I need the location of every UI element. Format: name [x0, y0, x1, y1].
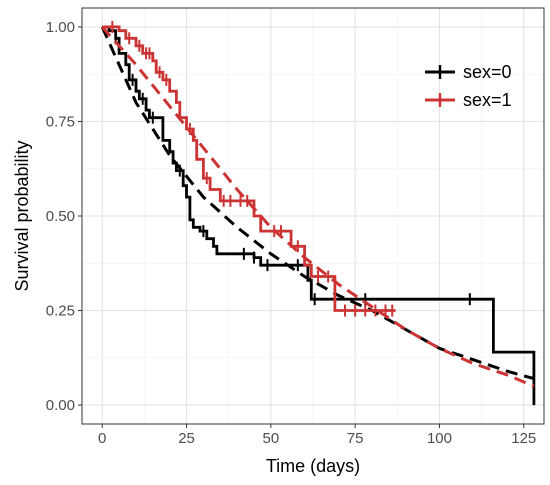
y-axis-title: Survival probability [12, 140, 32, 291]
x-tick-label: 125 [511, 430, 536, 447]
legend-item-2-label: sex=1 [463, 90, 512, 110]
x-axis-title: Time (days) [266, 456, 360, 476]
series-2-fitted-curve [101, 25, 535, 388]
x-tick-label: 0 [98, 430, 106, 447]
axes: 0 25 50 75 100 125 0.00 0.25 0.50 0.75 1.00 [46, 19, 536, 447]
x-tick-label: 25 [178, 430, 195, 447]
y-tick-label: 1.00 [46, 19, 75, 36]
series-1-km-curve [102, 25, 536, 406]
y-tick-label: 0.25 [46, 303, 75, 320]
survival-curves [100, 20, 536, 406]
y-tick-label: 0.75 [46, 113, 75, 130]
x-tick-label: 50 [263, 430, 280, 447]
legend-item-1-label: sex=0 [463, 62, 512, 82]
y-tick-label: 0.00 [46, 397, 75, 414]
y-tick-label: 0.50 [46, 208, 75, 225]
x-tick-label: 100 [427, 430, 452, 447]
x-tick-label: 75 [347, 430, 364, 447]
legend: sex=0 sex=1 [425, 62, 512, 110]
